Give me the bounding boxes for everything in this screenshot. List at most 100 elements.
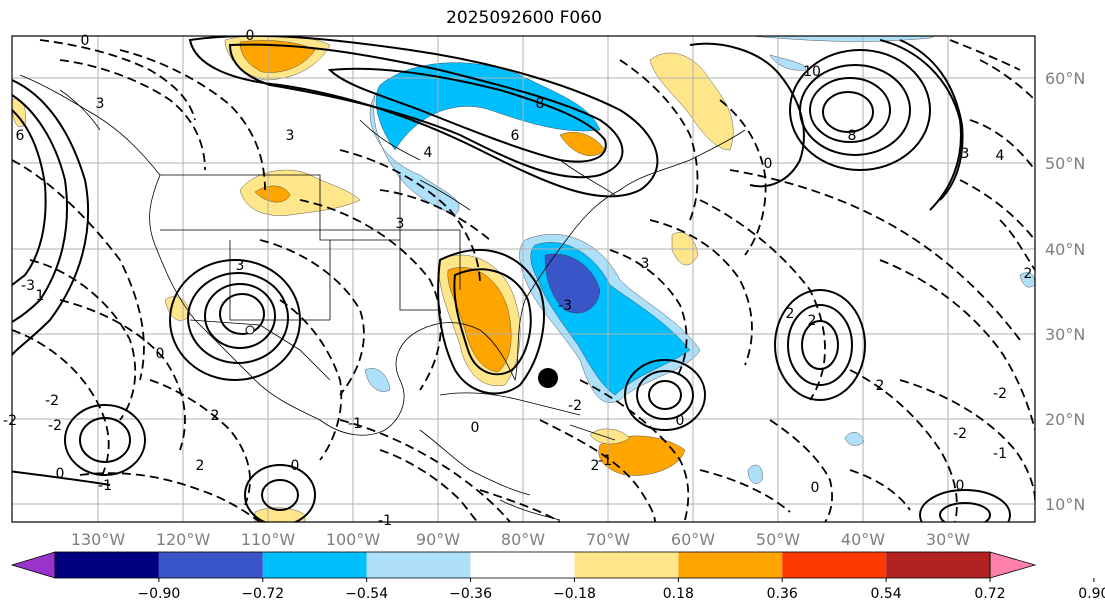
- contour-label: 0: [156, 346, 165, 362]
- lat-tick-label: 50°N: [1045, 154, 1085, 173]
- colorbar-ticks: −0.90 −0.72 −0.54 −0.36 −0.18 0.18 0.36 0.54 0.7…: [137, 578, 1105, 602]
- negative-anomaly-small-3: [1019, 272, 1035, 288]
- contour-label: 2: [876, 378, 885, 394]
- contour-label: 8: [848, 128, 857, 144]
- latitude-ticks: 60°N 50°N 40°N 30°N 20°N 10°N: [1045, 69, 1085, 514]
- contour-label: 4: [424, 145, 433, 161]
- colorbar-tick-label: 0.18: [663, 586, 694, 602]
- colorbar-segment: [262, 552, 367, 578]
- lon-tick-label: 80°W: [501, 530, 545, 549]
- negative-anomaly-atlantic-core: [544, 253, 601, 314]
- shaded-anomalies: [12, 36, 1035, 522]
- contour-label: -1: [378, 513, 392, 529]
- contour-label: 3: [236, 258, 245, 274]
- colorbar-tick-label: 0.90: [1078, 586, 1105, 602]
- contour-label: 3: [286, 128, 295, 144]
- contour-label: 2: [808, 313, 817, 329]
- colorbar-segment: [782, 552, 887, 578]
- positive-anomaly-canada: [239, 169, 361, 216]
- lon-tick-label: 90°W: [416, 530, 460, 549]
- colorbar-extend-low: [10, 551, 56, 579]
- colorbar-tick-label: −0.90: [137, 586, 180, 602]
- longitude-ticks: 130°W 120°W 110°W 100°W 90°W 80°W 70°W 60°W 50°W…: [71, 530, 970, 549]
- lat-tick-label: 30°N: [1045, 325, 1085, 344]
- colorbar-tick-label: −0.54: [345, 586, 388, 602]
- contour-label: 0: [811, 480, 820, 496]
- colorbar-tick-label: −0.72: [241, 586, 284, 602]
- contour-label: -1: [993, 446, 1007, 462]
- negative-anomaly-small-1: [844, 432, 865, 446]
- colorbar: [10, 551, 1037, 579]
- colorbar-tick-label: −0.36: [449, 586, 492, 602]
- contour-label: -3: [558, 298, 572, 314]
- contour-label: 3: [641, 256, 650, 272]
- contour-label: 2: [211, 408, 220, 424]
- contour-label: 0: [764, 156, 773, 172]
- colorbar-segment: [470, 552, 575, 578]
- storm-marker-small: [245, 325, 255, 335]
- positive-anomaly-caribbean: [598, 435, 686, 476]
- graticule: [12, 36, 1035, 522]
- lon-tick-label: 70°W: [586, 530, 630, 549]
- contour-label: 0: [676, 413, 685, 429]
- contour-label: 0: [81, 33, 90, 49]
- storm-marker: [538, 368, 558, 388]
- lat-tick-label: 40°N: [1045, 240, 1085, 259]
- contour-label: -2: [3, 413, 17, 429]
- lon-tick-label: 50°W: [756, 530, 800, 549]
- colorbar-tick-label: 0.54: [871, 586, 902, 602]
- contour-label: 0: [956, 478, 965, 494]
- contour-label: 0: [471, 420, 480, 436]
- lon-tick-label: 40°W: [841, 530, 885, 549]
- map-frame: [11, 35, 1036, 523]
- contour-label: -2: [568, 398, 582, 414]
- contour-label: -3: [21, 278, 35, 294]
- positive-anomaly-labrador: [649, 52, 734, 151]
- contour-label: 10: [803, 64, 821, 80]
- contour-label: 2: [196, 458, 205, 474]
- lon-tick-label: 120°W: [156, 530, 211, 549]
- contour-label: 3: [396, 216, 405, 232]
- lon-tick-label: 30°W: [926, 530, 970, 549]
- colorbar-extend-high: [989, 551, 1037, 579]
- contour-label: -2: [993, 386, 1007, 402]
- contour-label: -2: [45, 393, 59, 409]
- plot-title: 2025092600 F060: [446, 8, 602, 28]
- lon-tick-label: 130°W: [71, 530, 126, 549]
- lat-tick-label: 60°N: [1045, 69, 1085, 88]
- contour-label: 4: [996, 148, 1005, 164]
- colorbar-segment: [574, 552, 679, 578]
- colorbar-segment: [158, 552, 263, 578]
- contour-label: 0: [56, 466, 65, 482]
- contour-label: 2: [1024, 266, 1033, 282]
- contour-label: 2: [591, 458, 600, 474]
- contour-label: 6: [16, 128, 25, 144]
- contour-label: 3: [96, 96, 105, 112]
- colorbar-tick-label: 0.72: [974, 586, 1005, 602]
- lon-tick-label: 60°W: [671, 530, 715, 549]
- contour-label: 6: [511, 128, 520, 144]
- negative-anomaly-mexico: [364, 368, 391, 392]
- positive-anomaly-caribbean-light: [589, 428, 631, 445]
- lon-tick-label: 100°W: [326, 530, 381, 549]
- negative-anomaly-north: [375, 62, 601, 151]
- positive-contours: [12, 36, 1011, 522]
- contour-label: 0: [291, 458, 300, 474]
- contour-label: -1: [98, 478, 112, 494]
- colorbar-segment: [886, 552, 990, 578]
- contour-label: -2: [48, 418, 62, 434]
- contour-label: -2: [953, 426, 967, 442]
- lat-tick-label: 20°N: [1045, 410, 1085, 429]
- colorbar-segment: [55, 552, 159, 578]
- colorbar-tick-label: −0.18: [553, 586, 596, 602]
- lat-tick-label: 10°N: [1045, 495, 1085, 514]
- colorbar-segment: [678, 552, 783, 578]
- negative-anomaly-small-2: [747, 464, 763, 484]
- contour-label: 8: [536, 96, 545, 112]
- coastlines: [19, 74, 746, 521]
- colorbar-tick-label: 0.36: [767, 586, 798, 602]
- colorbar-outline: [54, 551, 991, 579]
- contour-label: -1: [348, 416, 362, 432]
